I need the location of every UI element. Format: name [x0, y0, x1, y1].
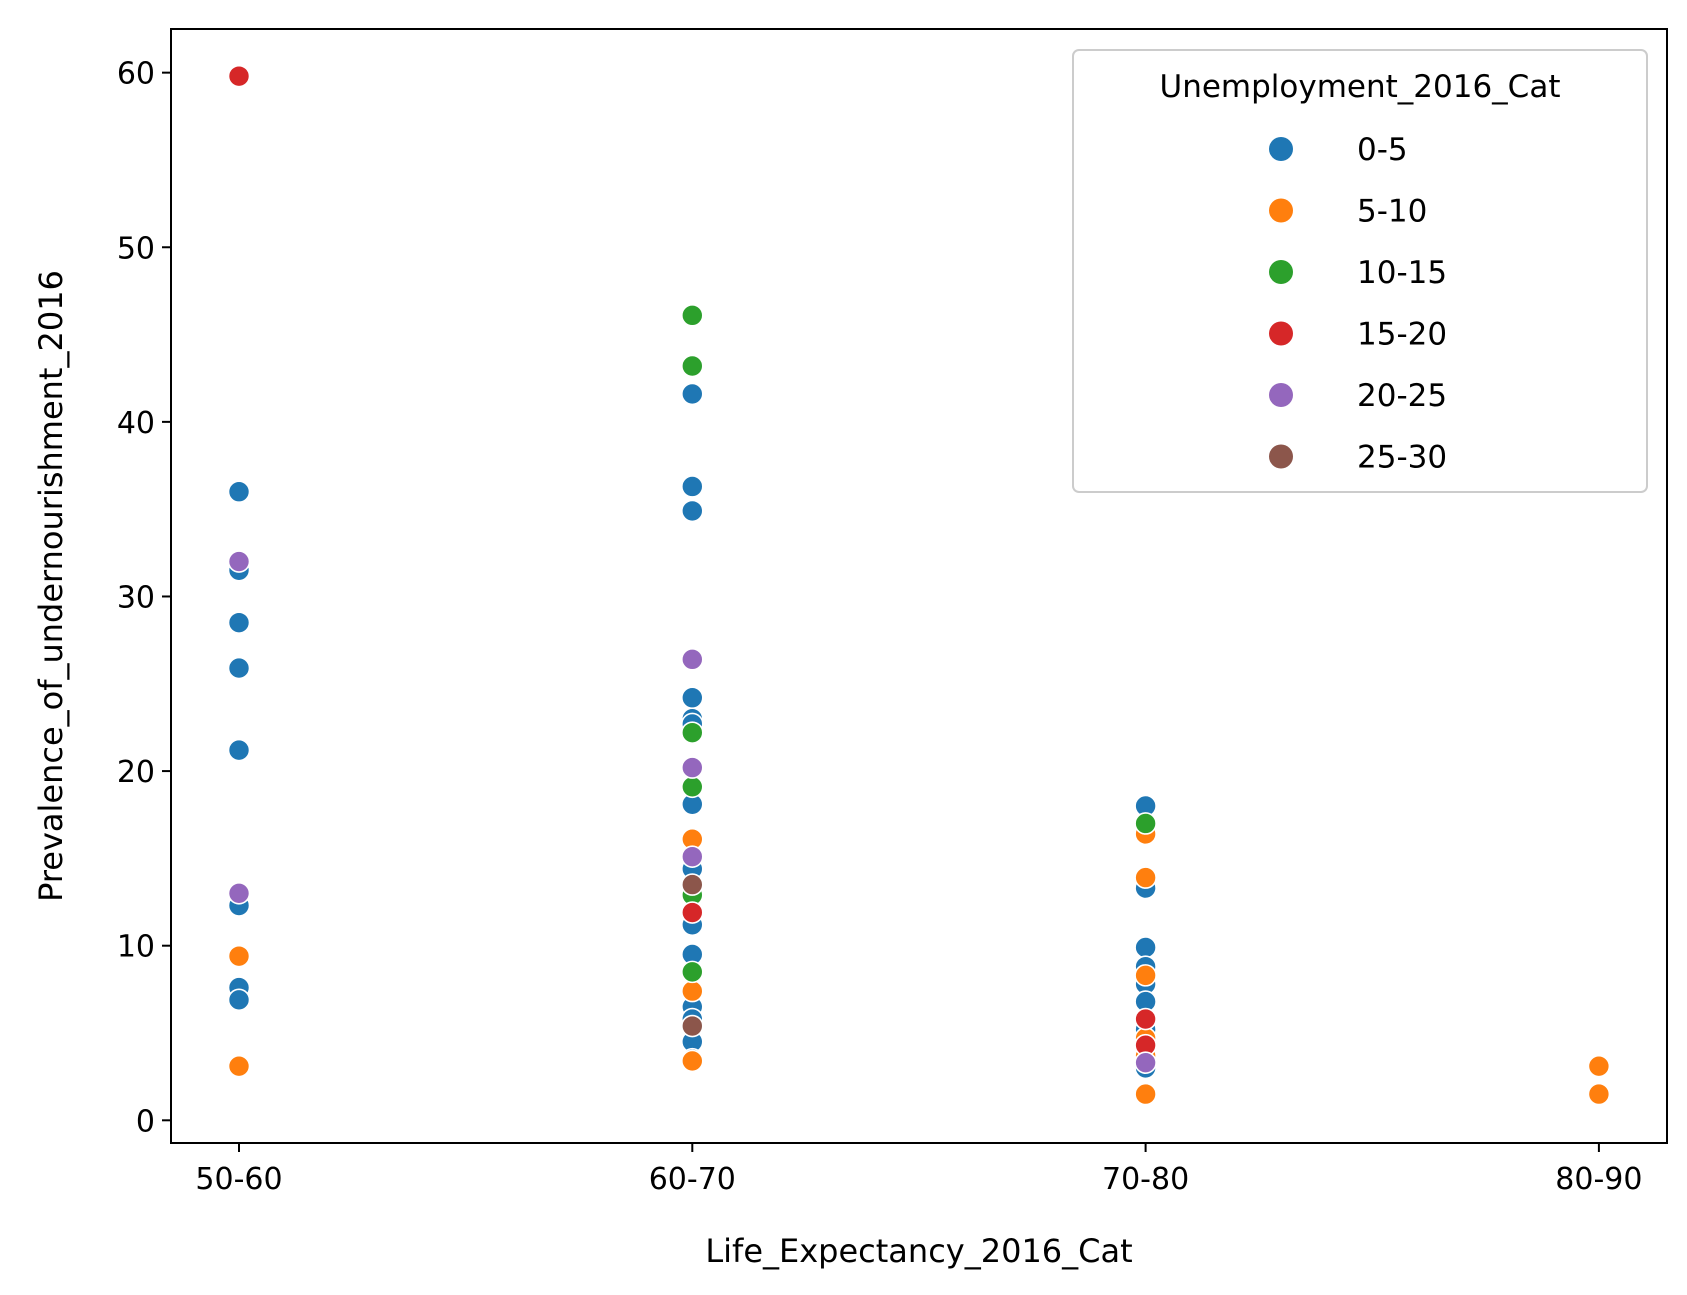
x-axis: 50-60 60-70 70-80 80-90	[195, 1143, 1642, 1197]
data-point	[680, 756, 704, 779]
data-point	[1587, 1082, 1611, 1106]
data-point	[227, 988, 251, 1012]
data-point	[227, 882, 251, 905]
data-point	[680, 304, 704, 327]
data-point	[680, 648, 704, 671]
data-point	[680, 721, 704, 744]
x-tick-label: 50-60	[195, 1162, 282, 1197]
legend-label: 15-20	[1357, 317, 1447, 353]
y-tick-label: 30	[117, 580, 155, 615]
data-point	[680, 775, 704, 799]
x-tick-label: 80-90	[1555, 1162, 1642, 1197]
y-tick-label: 0	[136, 1104, 155, 1139]
data-point	[680, 960, 704, 984]
legend-marker	[1269, 444, 1293, 469]
legend-title: Unemployment_2016_Cat	[1160, 69, 1561, 105]
data-point	[1134, 812, 1157, 835]
data-point	[227, 656, 251, 680]
x-tick-label: 70-80	[1102, 1162, 1189, 1197]
x-tick-label: 60-70	[649, 1162, 736, 1197]
data-point	[680, 475, 704, 498]
data-point	[680, 1014, 704, 1038]
data-point	[227, 1054, 251, 1078]
legend-marker	[1269, 260, 1293, 284]
data-point	[227, 480, 251, 504]
data-point	[680, 686, 704, 710]
data-point	[680, 499, 704, 523]
legend-label: 20-25	[1357, 378, 1447, 414]
y-tick-label: 50	[117, 231, 155, 266]
data-point	[227, 944, 251, 968]
legend-label: 10-15	[1357, 255, 1447, 291]
x-axis-title: Life_Expectancy_2016_Cat	[705, 1232, 1132, 1270]
legend-marker	[1269, 383, 1293, 407]
data-point	[227, 611, 251, 634]
data-point	[1134, 866, 1157, 889]
legend: Unemployment_2016_Cat 0-5 5-10 10-15 15-20 2…	[1072, 49, 1648, 493]
data-point	[1134, 1007, 1157, 1031]
legend-items: 0-5 5-10 10-15 15-20 20-25 25-30	[1269, 132, 1447, 476]
data-point	[680, 901, 704, 924]
legend-marker	[1269, 198, 1293, 223]
legend-marker	[1269, 321, 1293, 346]
data-point	[680, 845, 704, 868]
legend-marker	[1269, 137, 1293, 161]
data-point	[227, 64, 251, 88]
data-point	[680, 873, 704, 896]
data-point	[227, 738, 251, 762]
data-point	[1134, 964, 1157, 987]
y-axis: 0 10 20 30 40 50 60	[117, 57, 171, 1139]
data-point	[1587, 1054, 1611, 1078]
data-points	[227, 64, 1611, 1106]
data-point	[680, 1049, 704, 1073]
legend-label: 5-10	[1357, 194, 1427, 230]
data-point	[1134, 1051, 1157, 1074]
data-point	[680, 354, 704, 378]
y-tick-label: 10	[117, 930, 155, 965]
y-tick-label: 40	[117, 406, 155, 441]
data-point	[680, 979, 704, 1003]
y-axis-title: Prevalence_of_undernourishment_2016	[32, 270, 70, 902]
legend-label: 0-5	[1357, 132, 1408, 168]
legend-label: 25-30	[1357, 440, 1447, 476]
legend-frame	[1072, 49, 1648, 493]
y-tick-label: 60	[117, 57, 155, 92]
data-point	[1134, 1082, 1157, 1106]
data-point	[1134, 936, 1157, 959]
data-point	[680, 382, 704, 406]
data-point	[227, 550, 251, 573]
plot-area-frame	[170, 28, 1668, 1144]
y-tick-label: 20	[117, 755, 155, 790]
